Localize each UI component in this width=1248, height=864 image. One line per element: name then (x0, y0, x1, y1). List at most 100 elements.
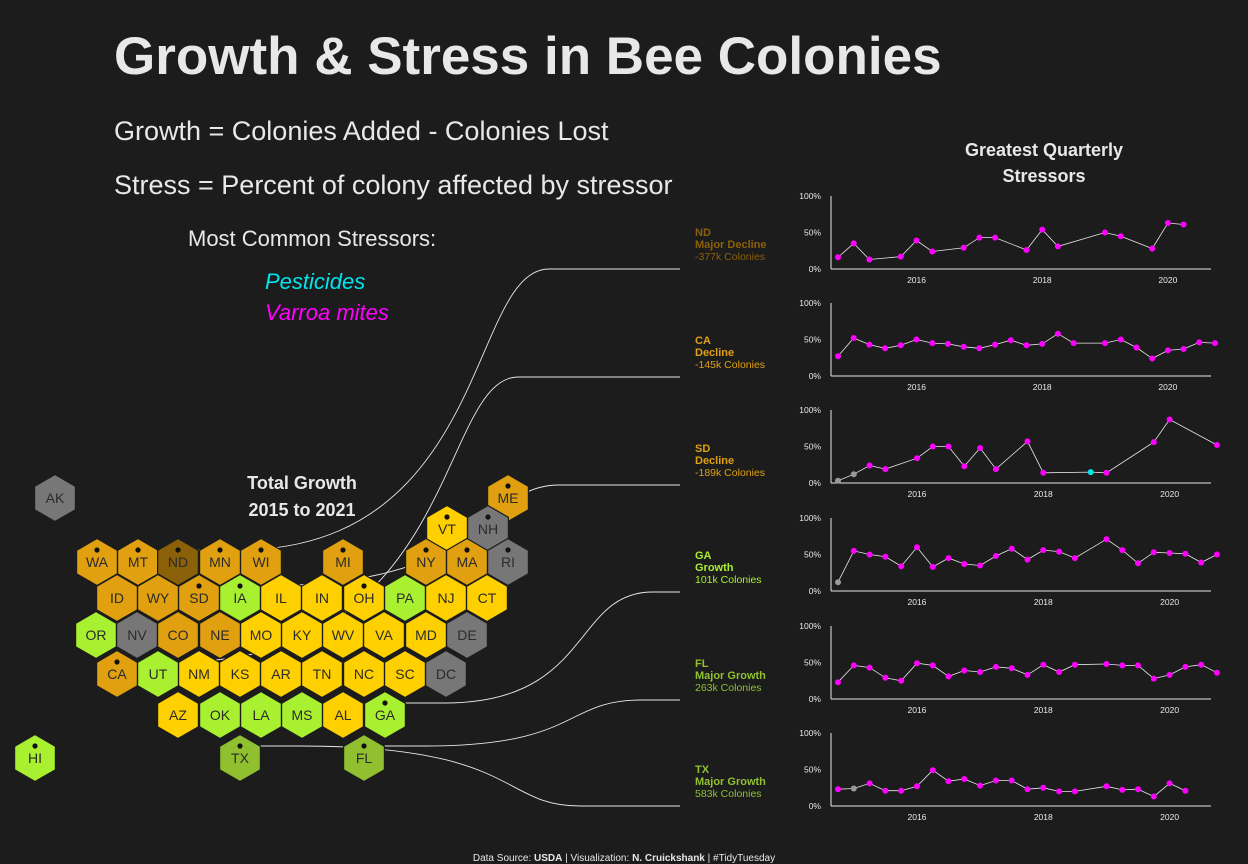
stress-point (1103, 469, 1110, 476)
hex-cell (466, 573, 508, 623)
panel-category: Major Decline (695, 239, 767, 251)
stress-point (850, 240, 857, 247)
hex-centroid-dot (114, 659, 120, 665)
x-tick-label: 2016 (907, 275, 926, 285)
stress-point (992, 663, 999, 670)
hex-centroid-dot (485, 514, 491, 520)
stress-point (1149, 245, 1156, 252)
stress-point (1103, 783, 1110, 790)
hex-label: MI (335, 554, 351, 570)
stress-point (977, 782, 984, 789)
stressor-panel-fl: 0% 50% 100% 2016 2018 2020 (799, 621, 1220, 715)
hex-label: NJ (437, 590, 454, 606)
hex-label: PA (396, 590, 414, 606)
stress-point (1039, 226, 1046, 233)
panel-category: Major Growth (695, 776, 766, 788)
hex-in: IN (301, 573, 343, 623)
stress-point (866, 551, 873, 558)
stress-point (898, 787, 905, 794)
stress-point (1070, 340, 1077, 347)
footer-author: N. Cruickshank (632, 853, 705, 864)
stress-point (945, 673, 952, 680)
panel-category: Decline (695, 455, 734, 467)
hex-cell (363, 610, 405, 660)
hex-ks: KS (219, 649, 261, 699)
x-tick-label: 2018 (1033, 275, 1052, 285)
hex-centroid-dot (217, 547, 223, 553)
hex-nm: NM (178, 649, 220, 699)
y-tick-label: 100% (799, 728, 821, 738)
stress-point (960, 244, 967, 251)
stress-point (1040, 469, 1047, 476)
stress-point (850, 785, 857, 792)
stress-point (977, 669, 984, 675)
hex-label: TN (313, 666, 332, 682)
hex-sc: SC (384, 649, 426, 699)
hex-nc: NC (343, 649, 385, 699)
panel-state: SD (695, 443, 710, 455)
stress-point (1164, 220, 1171, 226)
hex-centroid-dot (505, 483, 511, 489)
stress-point (897, 253, 904, 260)
stress-point (992, 466, 999, 473)
hex-label: HI (28, 750, 42, 766)
hex-tn: TN (301, 649, 343, 699)
x-tick-label: 2020 (1160, 812, 1179, 822)
hex-label: WY (147, 590, 170, 606)
hex-tx: TX (219, 733, 261, 783)
stress-point (945, 555, 952, 562)
hex-me: ME (487, 473, 530, 523)
x-tick-label: 2020 (1158, 382, 1177, 392)
stress-point (1166, 780, 1173, 787)
stress-point (1196, 339, 1203, 346)
stress-point (1056, 669, 1063, 675)
hex-centroid-dot (258, 547, 264, 553)
hex-cell (322, 537, 364, 587)
x-tick-label: 2020 (1160, 705, 1179, 715)
stress-point (898, 563, 905, 570)
hex-label: ND (168, 554, 188, 570)
y-tick-label: 50% (804, 228, 821, 238)
y-tick-label: 100% (799, 298, 821, 308)
stress-point (882, 553, 889, 560)
stress-point (1198, 661, 1205, 668)
stress-point (1056, 548, 1063, 555)
stressor-panels: 0% 50% 100% 2016 2018 2020 0% 50% 100% 2016 2018 20… (799, 191, 1220, 822)
stress-point (945, 443, 952, 450)
hex-label: MS (292, 707, 313, 723)
hex-label: SC (395, 666, 414, 682)
stress-point (977, 562, 984, 569)
stress-point (945, 340, 951, 347)
stress-point (961, 776, 968, 782)
map-title-line1: Total Growth (247, 473, 357, 493)
hex-ar: AR (260, 649, 302, 699)
hex-label: WI (252, 554, 269, 570)
stress-point (1166, 550, 1173, 556)
stress-point (929, 340, 936, 347)
hex-label: CA (107, 666, 127, 682)
stress-point (898, 677, 905, 684)
stress-point (1182, 663, 1189, 670)
hex-label: MN (209, 554, 231, 570)
stress-point (961, 463, 968, 470)
hex-oh: OH (343, 573, 385, 623)
stress-point (866, 780, 873, 787)
hex-cell (301, 649, 343, 699)
hex-cell (425, 649, 467, 699)
stress-point (1008, 777, 1015, 784)
stress-point (882, 787, 889, 794)
panel-total: -189k Colonies (695, 467, 765, 479)
stressor-panel-nd: 0% 50% 100% 2016 2018 2020 (799, 191, 1211, 285)
y-tick-label: 100% (799, 513, 821, 523)
stress-line (837, 418, 1218, 482)
stress-point (1040, 547, 1047, 554)
stress-point (1103, 536, 1110, 543)
stress-point (961, 667, 968, 674)
stress-point (1023, 247, 1030, 253)
hex-label: CO (168, 627, 189, 643)
hex-label: MA (457, 554, 479, 570)
